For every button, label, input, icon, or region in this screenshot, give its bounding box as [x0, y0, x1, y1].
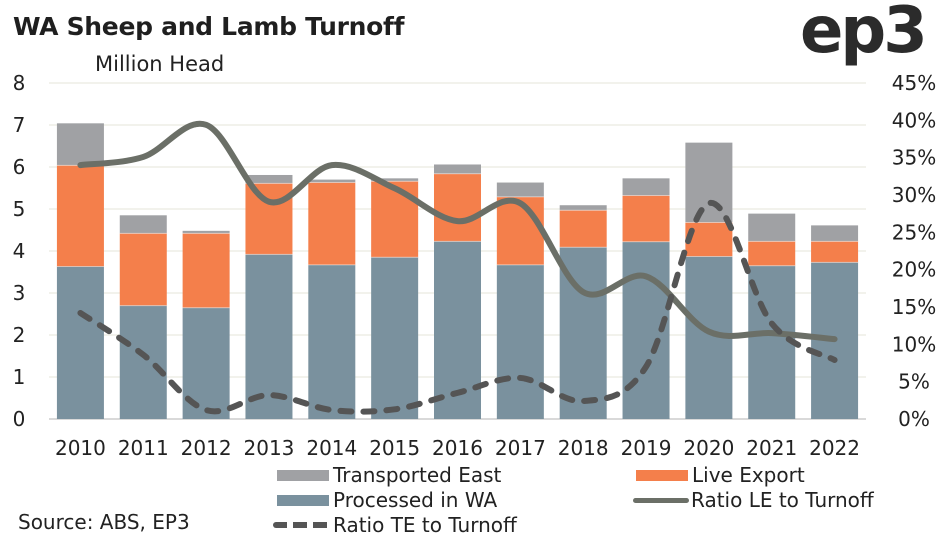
y2-tick-label: 30%: [892, 183, 936, 207]
bar-processed-in-wa: [56, 266, 104, 419]
bar-live-export: [434, 173, 481, 242]
y-tick-label: 5: [13, 197, 26, 221]
y2-tick-label: 15%: [892, 295, 936, 319]
bar-processed-in-wa: [308, 264, 356, 419]
bar-live-export: [622, 195, 670, 242]
x-tick-label: 2015: [369, 436, 420, 460]
bar-transported-east: [119, 215, 167, 234]
y2-tick-label: 35%: [892, 146, 936, 170]
y-tick-label: 3: [13, 281, 26, 305]
bar-transported-east: [559, 205, 607, 211]
bar-transported-east: [496, 182, 544, 197]
ratio-lines: [77, 120, 838, 415]
x-tick-label: 2012: [181, 436, 232, 460]
legend-label: Ratio LE to Turnoff: [691, 488, 874, 512]
legend-swatch-ratio-le: [633, 497, 689, 503]
bar-live-export: [559, 210, 607, 248]
legend-swatch-ratio-te: [273, 522, 331, 528]
x-tick-label: 2019: [621, 436, 672, 460]
y2-tick-label: 0%: [898, 407, 930, 431]
legend-label: Processed in WA: [333, 488, 498, 512]
left-axis-ticks: 0 1 2 3 4 5 6 7 8: [13, 71, 26, 431]
x-axis-ticks: 2010 2011 2012 2013 2014 2015 2016 2017 2018 2019…: [55, 436, 860, 460]
legend-item-transported-east: Transported East: [277, 463, 501, 487]
bar-transported-east: [371, 178, 419, 182]
bar-live-export: [308, 182, 356, 265]
legend-swatch-processed-in-wa: [277, 494, 329, 506]
x-tick-label: 2022: [809, 436, 860, 460]
x-tick-label: 2011: [118, 436, 169, 460]
x-tick-label: 2021: [746, 436, 797, 460]
line-ratio-te-to-turnoff: [77, 200, 838, 415]
y-tick-label: 8: [13, 71, 26, 95]
bar-live-export: [811, 241, 859, 263]
right-axis-ticks: 0% 5% 10% 15% 20% 25% 30% 35% 40% 45%: [892, 71, 936, 431]
y-axis-unit-label: Million Head: [95, 52, 225, 76]
y-tick-label: 7: [13, 113, 26, 137]
bar-processed-in-wa: [119, 305, 167, 419]
legend-item-processed-in-wa: Processed in WA: [277, 488, 497, 512]
bar-transported-east: [182, 230, 230, 234]
chart-title: WA Sheep and Lamb Turnoff: [13, 12, 405, 41]
legend-swatch-transported-east: [277, 469, 329, 481]
legend-label: Ratio TE to Turnoff: [333, 513, 517, 537]
legend-item-live-export: Live Export: [636, 463, 805, 487]
x-tick-label: 2013: [244, 436, 295, 460]
bar-live-export: [685, 222, 733, 257]
y2-tick-label: 25%: [892, 220, 936, 244]
x-tick-label: 2016: [432, 436, 483, 460]
bar-transported-east: [685, 142, 733, 223]
x-tick-label: 2018: [558, 436, 609, 460]
y2-tick-label: 10%: [892, 332, 936, 356]
legend-label: Transported East: [333, 463, 502, 487]
bar-live-export: [56, 165, 104, 267]
bar-transported-east: [622, 178, 670, 196]
y2-tick-label: 20%: [892, 258, 936, 282]
x-tick-label: 2017: [495, 436, 546, 460]
bar-processed-in-wa: [496, 264, 544, 419]
y2-tick-label: 45%: [892, 71, 936, 95]
bar-transported-east: [434, 164, 481, 174]
bar-processed-in-wa: [245, 254, 293, 419]
legend-swatch-live-export: [636, 469, 688, 481]
legend-label: Live Export: [692, 463, 805, 487]
source-note: Source: ABS, EP3: [18, 510, 190, 534]
legend-item-ratio-le: Ratio LE to Turnoff: [633, 488, 874, 512]
x-tick-label: 2014: [306, 436, 357, 460]
bar-transported-east: [811, 225, 859, 242]
y2-tick-label: 40%: [892, 108, 936, 132]
y-tick-label: 0: [13, 407, 26, 431]
line-ratio-le-to-turnoff: [77, 120, 838, 343]
x-tick-label: 2020: [683, 436, 734, 460]
bar-transported-east: [308, 179, 356, 183]
bar-live-export: [748, 241, 796, 266]
bar-live-export: [496, 196, 544, 265]
bar-live-export: [119, 233, 167, 306]
bar-processed-in-wa: [371, 257, 419, 419]
ep3-logo: ep3: [800, 0, 928, 68]
y-tick-label: 6: [13, 155, 26, 179]
bar-live-export: [245, 183, 293, 255]
y-tick-label: 1: [13, 365, 26, 389]
bar-live-export: [371, 181, 419, 258]
y-tick-label: 2: [13, 323, 26, 347]
legend-item-ratio-te: Ratio TE to Turnoff: [273, 513, 517, 537]
y2-tick-label: 5%: [898, 370, 930, 394]
bar-processed-in-wa: [434, 241, 481, 419]
bar-transported-east: [245, 174, 293, 184]
bar-transported-east: [748, 213, 796, 242]
y-tick-label: 4: [13, 239, 26, 263]
bar-live-export: [182, 233, 230, 308]
bar-transported-east: [56, 123, 104, 166]
x-tick-label: 2010: [55, 436, 106, 460]
